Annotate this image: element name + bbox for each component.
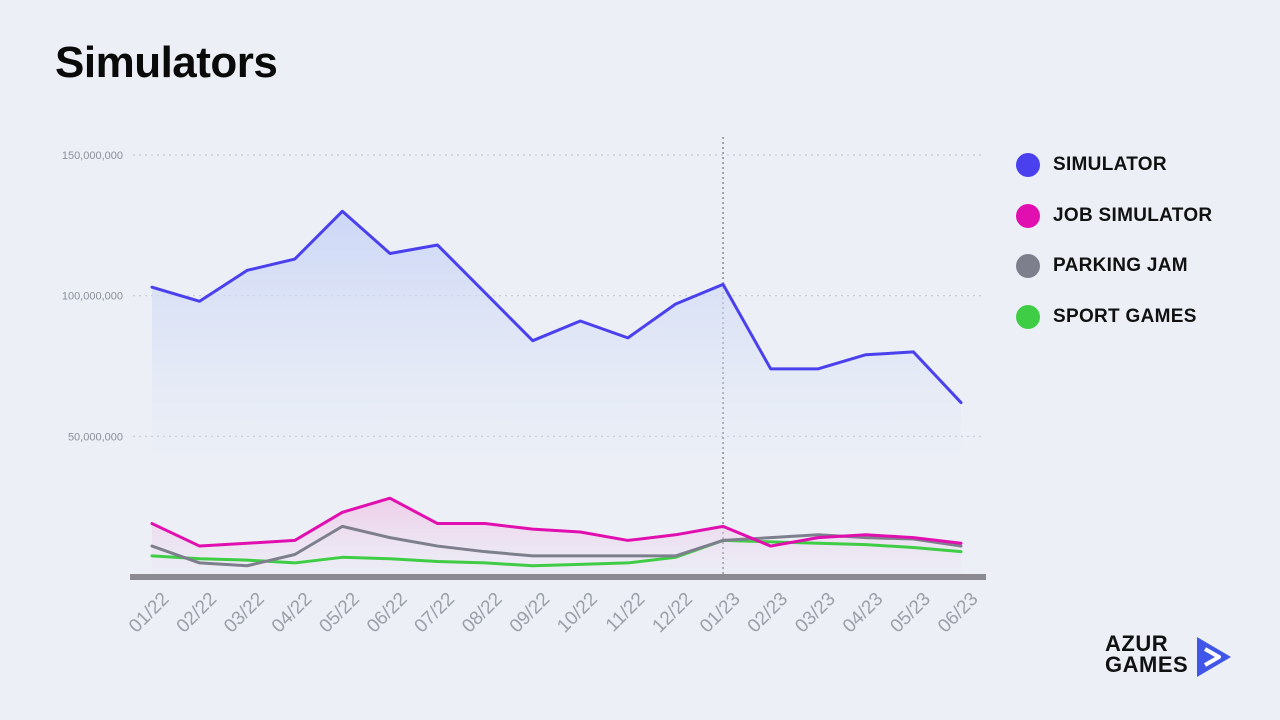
x-tick-label: 12/22 bbox=[649, 589, 697, 637]
x-tick-label: 03/22 bbox=[220, 589, 268, 637]
x-tick-label: 04/23 bbox=[839, 589, 887, 637]
legend-item: PARKING JAM bbox=[1016, 241, 1212, 292]
x-tick-label: 09/22 bbox=[506, 589, 554, 637]
series-line-parking-jam bbox=[150, 524, 963, 568]
x-tick-label: 02/22 bbox=[173, 589, 221, 637]
legend-marker bbox=[1016, 304, 1040, 329]
legend-item: JOB SIMULATOR bbox=[1016, 191, 1212, 242]
x-tick-label: 06/23 bbox=[934, 589, 982, 637]
x-tick-label: 08/22 bbox=[458, 589, 506, 637]
x-tick-label: 05/22 bbox=[315, 589, 363, 637]
x-tick-label: 02/23 bbox=[744, 589, 792, 637]
x-tick-label: 03/23 bbox=[791, 589, 839, 637]
series-line-job-simulator bbox=[150, 496, 963, 548]
x-tick-label: 11/22 bbox=[602, 589, 649, 636]
legend-label: SIMULATOR bbox=[1053, 154, 1167, 176]
x-tick-label: 07/22 bbox=[411, 589, 459, 637]
x-tick-label: 10/22 bbox=[553, 589, 601, 637]
azur-games-logo: AZUR GAMES bbox=[1105, 633, 1235, 683]
x-tick-label: 01/23 bbox=[696, 589, 744, 637]
legend-marker bbox=[1016, 254, 1040, 279]
play-arrow-icon bbox=[1197, 637, 1231, 677]
logo-line-2: GAMES bbox=[1105, 652, 1189, 677]
logo-line-1: AZUR bbox=[1105, 631, 1169, 656]
x-tick-label: 04/22 bbox=[268, 589, 316, 637]
x-tick-label: 06/22 bbox=[363, 589, 411, 637]
legend-label: PARKING JAM bbox=[1053, 255, 1188, 277]
chart-legend: SIMULATOR JOB SIMULATOR PARKING JAM SPORT G… bbox=[1016, 140, 1212, 342]
legend-marker bbox=[1016, 203, 1040, 228]
page-title: Simulators bbox=[55, 38, 278, 87]
legend-label: SPORT GAMES bbox=[1053, 305, 1197, 327]
y-tick-label: 50,000,000 bbox=[68, 431, 123, 443]
legend-label: JOB SIMULATOR bbox=[1053, 204, 1213, 226]
series-line-simulator bbox=[150, 209, 963, 405]
y-tick-label: 100,000,000 bbox=[62, 291, 123, 303]
legend-item: SIMULATOR bbox=[1016, 140, 1212, 191]
series-line-sport-games bbox=[150, 538, 963, 568]
x-tick-label: 05/23 bbox=[886, 589, 934, 637]
x-tick-label: 01/22 bbox=[125, 589, 173, 637]
legend-marker bbox=[1016, 153, 1040, 178]
y-tick-label: 150,000,000 bbox=[62, 150, 123, 162]
legend-item: SPORT GAMES bbox=[1016, 292, 1212, 343]
